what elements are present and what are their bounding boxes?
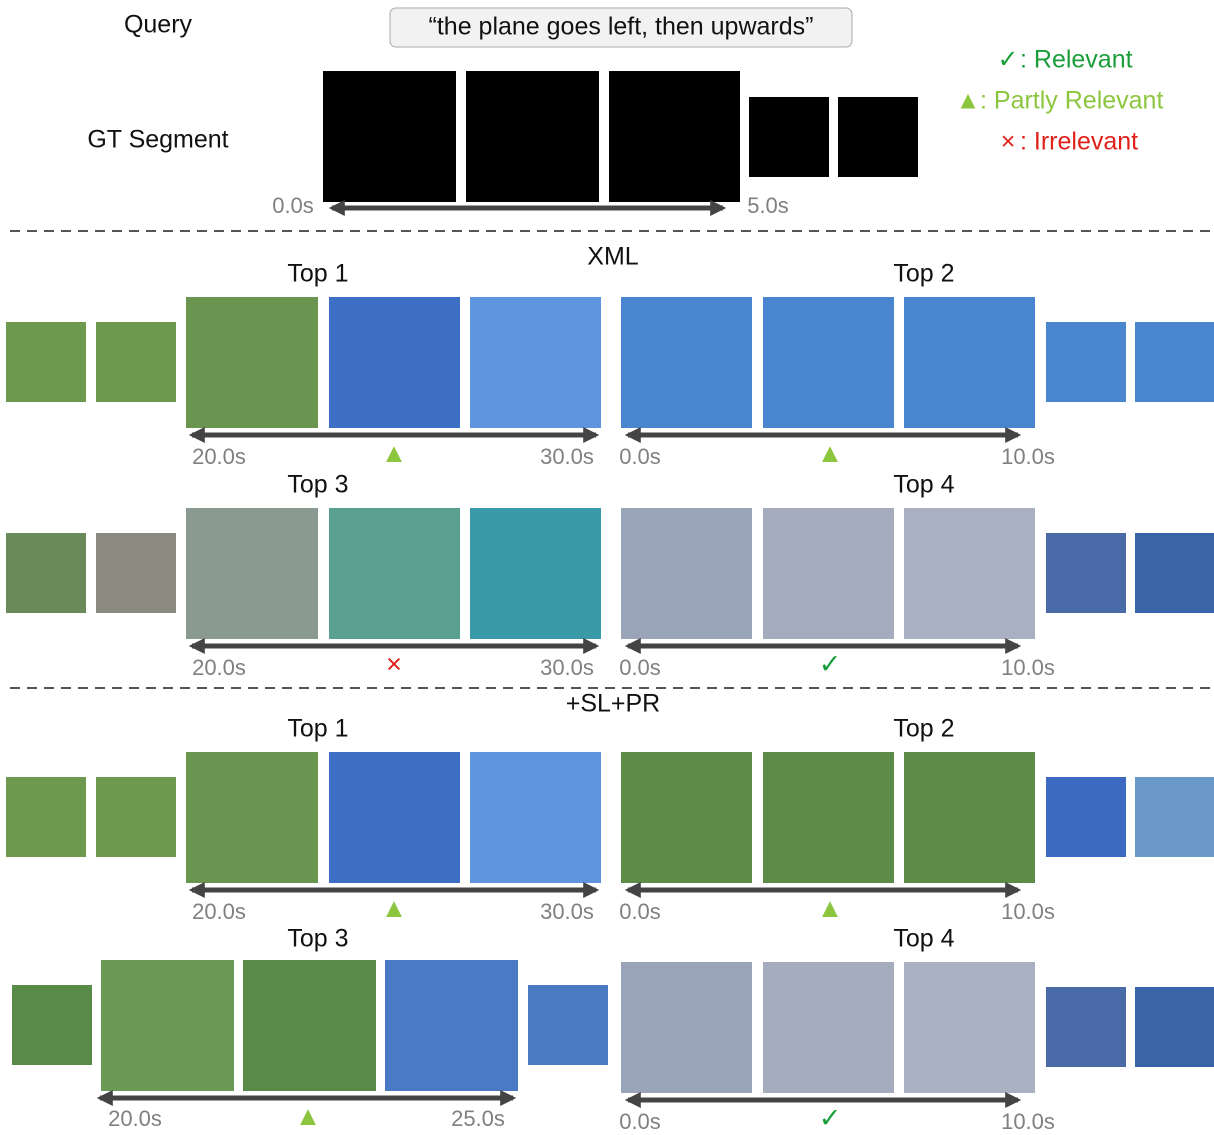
- legend-symbol: ▲: [956, 87, 981, 115]
- frame: [470, 508, 601, 639]
- frame: [243, 960, 376, 1091]
- frame: [6, 777, 86, 857]
- section-title: +SL+PR: [566, 690, 661, 718]
- result-title: Top 1: [287, 260, 348, 288]
- frame: [329, 508, 460, 639]
- frame: [96, 533, 176, 613]
- result-title: Top 2: [893, 715, 954, 743]
- frame: [470, 297, 601, 428]
- start-time: 20.0s: [192, 444, 246, 469]
- section-title: XML: [587, 243, 639, 271]
- relevance-marker: ✓: [819, 1103, 842, 1133]
- legend-label: : Partly Relevant: [980, 87, 1163, 115]
- start-time: 0.0s: [619, 899, 661, 924]
- result-title: Top 2: [893, 260, 954, 288]
- frame: [1135, 987, 1214, 1067]
- frame: [904, 297, 1035, 428]
- query-text: “the plane goes left, then upwards”: [429, 13, 814, 41]
- end-time: 30.0s: [540, 444, 594, 469]
- frame: [904, 752, 1035, 883]
- query-label: Query: [124, 11, 193, 39]
- relevance-marker: ▲: [381, 893, 408, 923]
- result-title: Top 3: [287, 471, 348, 499]
- frame: [96, 322, 176, 402]
- frame: [763, 752, 894, 883]
- end-time: 10.0s: [1001, 444, 1055, 469]
- query-box: [389, 7, 853, 48]
- frame: [1135, 777, 1214, 857]
- frame: [904, 962, 1035, 1093]
- frame: [466, 71, 599, 202]
- frame: [186, 297, 318, 428]
- frame: [6, 322, 86, 402]
- frame: [385, 960, 518, 1091]
- frame: [749, 97, 829, 177]
- frame: [323, 71, 456, 202]
- result-title: Top 1: [287, 715, 348, 743]
- frame: [1046, 777, 1126, 857]
- frame: [186, 508, 318, 639]
- relevance-marker: ×: [386, 649, 402, 679]
- frame: [470, 752, 601, 883]
- end-time: 10.0s: [1001, 655, 1055, 680]
- start-time: 20.0s: [192, 655, 246, 680]
- frame: [621, 962, 752, 1093]
- legend-symbol: ✓: [998, 46, 1019, 74]
- gt-label: GT Segment: [87, 126, 228, 154]
- frame: [101, 960, 234, 1091]
- frame: [621, 752, 752, 883]
- frame: [609, 71, 740, 202]
- frame: [1046, 322, 1126, 402]
- result-title: Top 3: [287, 925, 348, 953]
- legend-label: : Relevant: [1020, 46, 1133, 74]
- frame: [1046, 533, 1126, 613]
- relevance-marker: ▲: [381, 438, 408, 468]
- frame: [329, 752, 460, 883]
- start-time: 20.0s: [192, 899, 246, 924]
- frame: [621, 297, 752, 428]
- frame: [12, 985, 92, 1065]
- frame: [6, 533, 86, 613]
- result-title: Top 4: [893, 471, 954, 499]
- gt-start: 0.0s: [272, 193, 314, 218]
- frame: [904, 508, 1035, 639]
- frame: [838, 97, 918, 177]
- relevance-marker: ▲: [295, 1101, 322, 1131]
- frame: [1135, 322, 1214, 402]
- frame: [763, 508, 894, 639]
- frame: [1135, 533, 1214, 613]
- end-time: 30.0s: [540, 899, 594, 924]
- end-time: 25.0s: [451, 1106, 505, 1131]
- start-time: 0.0s: [619, 655, 661, 680]
- start-time: 0.0s: [619, 1109, 661, 1134]
- end-time: 10.0s: [1001, 1109, 1055, 1134]
- start-time: 20.0s: [108, 1106, 162, 1131]
- frame: [96, 777, 176, 857]
- end-time: 30.0s: [540, 655, 594, 680]
- result-title: Top 4: [893, 925, 954, 953]
- frame: [186, 752, 318, 883]
- start-time: 0.0s: [619, 444, 661, 469]
- frame: [528, 985, 608, 1065]
- relevance-marker: ▲: [817, 893, 844, 923]
- relevance-marker: ✓: [819, 649, 842, 679]
- end-time: 10.0s: [1001, 899, 1055, 924]
- frame: [763, 962, 894, 1093]
- legend-symbol: ×: [1001, 128, 1016, 156]
- legend-label: : Irrelevant: [1020, 128, 1138, 156]
- relevance-marker: ▲: [817, 438, 844, 468]
- frame: [329, 297, 460, 428]
- gt-end: 5.0s: [747, 193, 789, 218]
- frame: [621, 508, 752, 639]
- frame: [1046, 987, 1126, 1067]
- frame: [763, 297, 894, 428]
